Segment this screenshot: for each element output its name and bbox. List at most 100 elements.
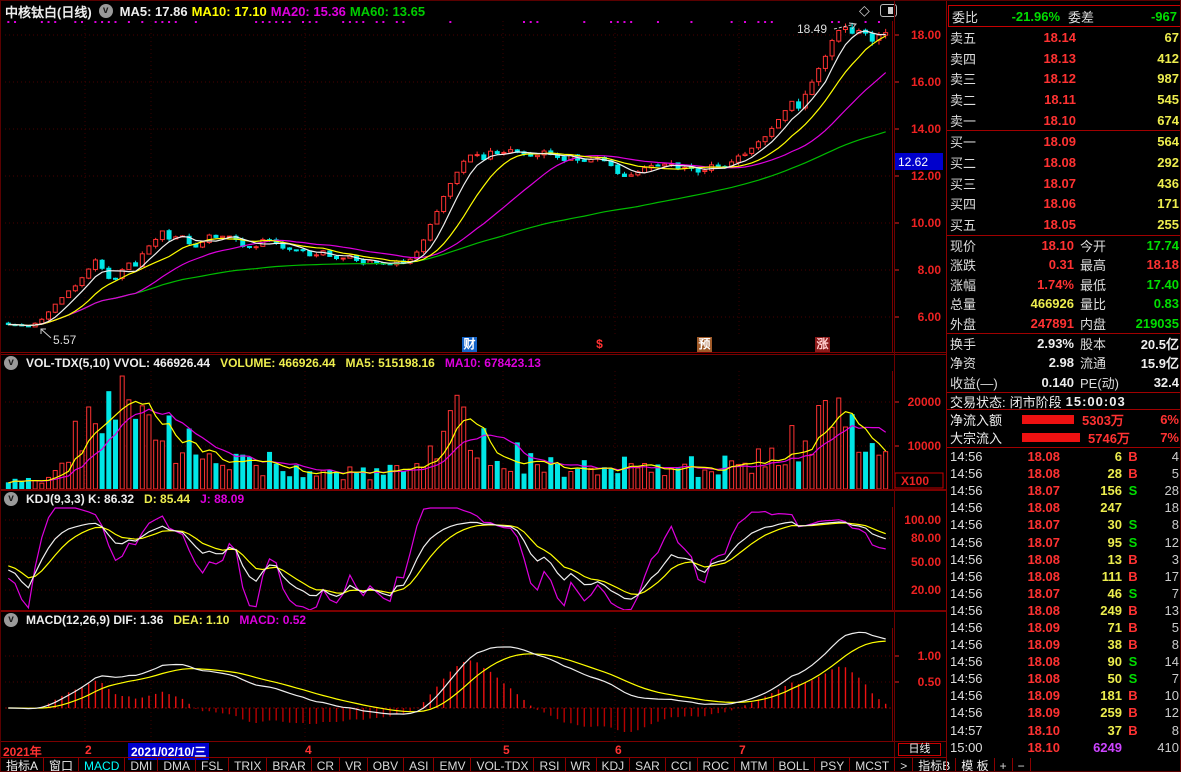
bid-row[interactable]: 买四 18.06 171 bbox=[947, 194, 1180, 215]
restore-window-icon[interactable] bbox=[880, 4, 897, 17]
tick-price: 18.08 bbox=[1027, 568, 1060, 584]
tick-row: 14:56 18.08 50 S 7 bbox=[947, 670, 1180, 687]
bid-row[interactable]: 买二 18.08 292 bbox=[947, 152, 1180, 173]
tick-row: 14:56 18.09 38 B 8 bbox=[947, 636, 1180, 653]
toolbar-item-TRIX[interactable]: TRIX bbox=[229, 758, 268, 771]
tick-time: 14:56 bbox=[950, 483, 983, 499]
toolbar-item-KDJ[interactable]: KDJ bbox=[597, 758, 631, 771]
info-label: PE(动) bbox=[1080, 375, 1120, 391]
tick-volume: 13 bbox=[1107, 551, 1122, 567]
toolbar-item-OBV[interactable]: OBV bbox=[368, 758, 405, 771]
date-label: 2021年 bbox=[3, 745, 42, 759]
ad-marker[interactable]: 涨 bbox=[815, 337, 830, 352]
tick-time: 14:56 bbox=[950, 568, 983, 584]
weicha-value: -967 bbox=[1150, 8, 1177, 24]
toolbar-item-RSI[interactable]: RSI bbox=[534, 758, 566, 771]
bid-row[interactable]: 买一 18.09 564 bbox=[947, 131, 1180, 152]
ad-marker[interactable]: 预 bbox=[697, 337, 712, 352]
volume-chart[interactable]: 20000 10000 X100 bbox=[1, 371, 946, 490]
period-selector[interactable]: 日线 bbox=[898, 743, 941, 756]
date-label: 4 bbox=[305, 743, 312, 757]
toolbar-item-MTM[interactable]: MTM bbox=[735, 758, 774, 771]
toolbar-item-FSL[interactable]: FSL bbox=[196, 758, 230, 771]
toolbar-item-VOLTDX[interactable]: VOL-TDX bbox=[471, 758, 535, 771]
indicator-header-value: MACD: 0.52 bbox=[239, 613, 307, 627]
ask-row[interactable]: 卖四 18.13 412 bbox=[947, 48, 1180, 69]
toolbar-item-B[interactable]: 指标B bbox=[913, 758, 957, 771]
tick-direction: B bbox=[1128, 551, 1138, 567]
ad-marker[interactable]: $ bbox=[596, 337, 603, 351]
quote-info-row: 换手 2.93% 股本 20.5亿 bbox=[947, 334, 1180, 353]
tick-price: 18.09 bbox=[1027, 688, 1060, 704]
quote-info-row: 涨跌 0.31 最高 18.18 bbox=[947, 255, 1180, 274]
toolbar-item-[interactable]: 模 板 bbox=[956, 758, 995, 771]
tick-row: 14:56 18.08 28 B 5 bbox=[947, 465, 1180, 482]
tick-count: 10 bbox=[1164, 688, 1179, 704]
toolbar-item-SAR[interactable]: SAR bbox=[630, 758, 666, 771]
ask-level-label: 卖三 bbox=[950, 72, 977, 88]
info-label: 净资 bbox=[950, 356, 977, 372]
toolbar-item-ASI[interactable]: ASI bbox=[404, 758, 435, 771]
chevron-down-icon[interactable]: v bbox=[4, 613, 18, 627]
info-value: 0.31 bbox=[1048, 257, 1074, 273]
ask-price: 18.12 bbox=[1043, 71, 1076, 87]
toolbar-item-[interactable]: > bbox=[895, 758, 914, 771]
tick-volume: 6249 bbox=[1093, 739, 1122, 755]
chevron-down-icon[interactable]: v bbox=[98, 4, 113, 18]
bid-volume: 255 bbox=[1157, 217, 1179, 233]
ask-row[interactable]: 卖五 18.14 67 bbox=[947, 27, 1180, 48]
toolbar-item-BRAR[interactable]: BRAR bbox=[267, 758, 312, 771]
ma-label: MA10: 17.10 bbox=[191, 3, 267, 19]
tick-direction: B bbox=[1128, 705, 1138, 721]
macd-axis-label: 1.00 bbox=[918, 649, 942, 663]
chevron-down-icon[interactable]: v bbox=[4, 356, 18, 370]
toolbar-item-EMV[interactable]: EMV bbox=[434, 758, 472, 771]
tick-count: 8 bbox=[1171, 517, 1179, 533]
bid-price: 18.07 bbox=[1043, 175, 1076, 191]
toolbar-item-A[interactable]: 指标A bbox=[1, 758, 45, 771]
toolbar-item-BOLL[interactable]: BOLL bbox=[774, 758, 816, 771]
diamond-icon[interactable]: ◇ bbox=[859, 2, 870, 18]
tick-count: 18 bbox=[1164, 500, 1179, 516]
kdj-chart[interactable]: 100.00 80.00 50.00 20.00 bbox=[1, 507, 946, 611]
tick-volume: 37 bbox=[1107, 722, 1122, 738]
toolbar-item-MCST[interactable]: MCST bbox=[850, 758, 896, 771]
toolbar-item-CR[interactable]: CR bbox=[312, 758, 341, 771]
ask-row[interactable]: 卖一 18.10 674 bbox=[947, 110, 1180, 131]
macd-chart[interactable]: 1.00 0.50 bbox=[1, 628, 946, 741]
toolbar-item-DMA[interactable]: DMA bbox=[158, 758, 197, 771]
weicha-label: 委差 bbox=[1068, 9, 1095, 25]
high-annotation: 18.49 bbox=[797, 22, 827, 36]
info-label: 量比 bbox=[1080, 297, 1107, 313]
toolbar-item-ROC[interactable]: ROC bbox=[698, 758, 736, 771]
tick-volume: 71 bbox=[1107, 619, 1122, 635]
flow-percent: 6% bbox=[1160, 411, 1179, 427]
bid-row[interactable]: 买三 18.07 436 bbox=[947, 173, 1180, 194]
main-candlestick-chart[interactable]: 18.00 16.00 14.00 12.00 10.00 8.00 6.00 12.62 5.… bbox=[1, 21, 946, 353]
chevron-down-icon[interactable]: v bbox=[4, 492, 18, 506]
bid-row[interactable]: 买五 18.05 255 bbox=[947, 214, 1180, 235]
toolbar-item-PSY[interactable]: PSY bbox=[815, 758, 851, 771]
toolbar-item-CCI[interactable]: CCI bbox=[666, 758, 698, 771]
ask-row[interactable]: 卖二 18.11 545 bbox=[947, 89, 1180, 110]
toolbar-item-[interactable]: − bbox=[1013, 758, 1031, 771]
toolbar-item-MACD[interactable]: MACD bbox=[79, 758, 126, 771]
tick-list[interactable]: 14:56 18.08 6 B 4 14:56 18.08 28 B 5 14:56 18.07 156… bbox=[947, 448, 1180, 756]
info-value: 0.140 bbox=[1041, 374, 1074, 390]
ask-row[interactable]: 卖三 18.12 987 bbox=[947, 68, 1180, 89]
toolbar-item-[interactable]: + bbox=[995, 758, 1013, 771]
axis-divider bbox=[894, 1, 895, 757]
toolbar-item-WR[interactable]: WR bbox=[566, 758, 597, 771]
toolbar-item-[interactable]: 窗口 bbox=[44, 758, 80, 771]
main-chart-svg: 18.00 16.00 14.00 12.00 10.00 8.00 6.00 12.62 5.… bbox=[1, 21, 946, 353]
info-value: 0.83 bbox=[1153, 296, 1179, 312]
ad-marker[interactable]: 财 bbox=[462, 337, 477, 352]
indicator-header-value: KDJ(9,3,3) K: 86.32 bbox=[26, 492, 135, 506]
price-axis-label: 16.00 bbox=[911, 75, 941, 89]
info-label: 外盘 bbox=[950, 316, 977, 332]
toolbar-item-VR[interactable]: VR bbox=[340, 758, 368, 771]
bid-level-label: 买四 bbox=[950, 197, 977, 213]
indicator-toolbar: 指标A 窗口 MACD DMI DMA FSL TRIX BRAR CR VR OBV ASI EMV V… bbox=[1, 757, 1031, 771]
ask-volume: 987 bbox=[1157, 71, 1179, 87]
toolbar-item-DMI[interactable]: DMI bbox=[125, 758, 159, 771]
